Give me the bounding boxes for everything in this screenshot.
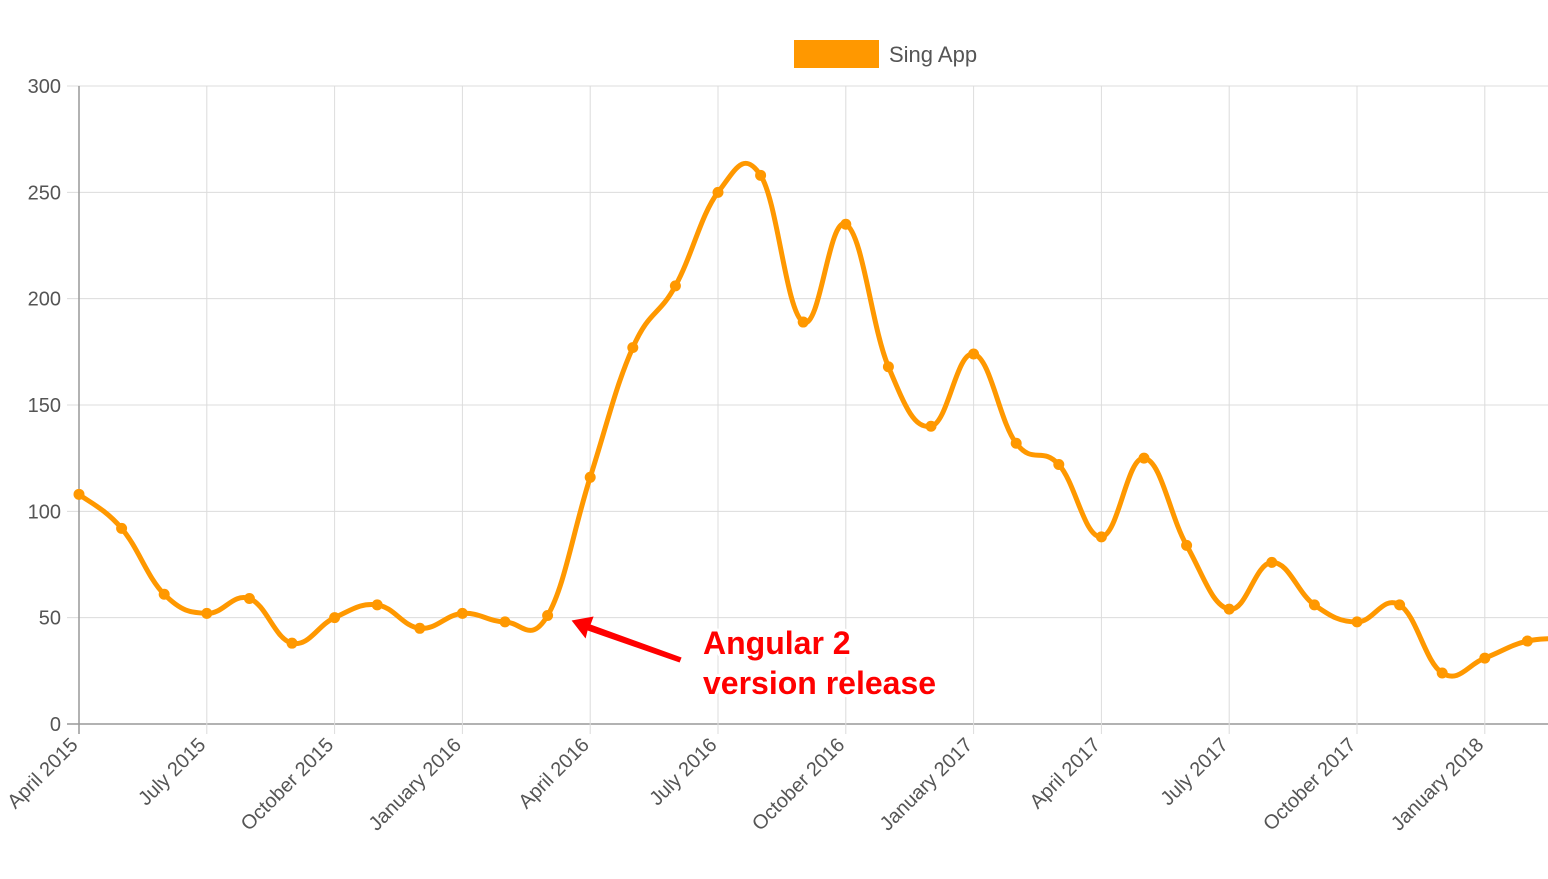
data-point[interactable] bbox=[457, 608, 468, 619]
data-point[interactable] bbox=[1181, 540, 1192, 551]
x-tick-label: January 2017 bbox=[876, 734, 977, 835]
data-point[interactable] bbox=[372, 599, 383, 610]
data-point[interactable] bbox=[798, 317, 809, 328]
data-point[interactable] bbox=[1224, 604, 1235, 615]
y-tick-label: 100 bbox=[28, 501, 61, 523]
y-tick-label: 50 bbox=[39, 608, 61, 630]
data-point[interactable] bbox=[670, 280, 681, 291]
x-tick-label: April 2017 bbox=[1026, 734, 1105, 813]
series-layer bbox=[74, 163, 1548, 678]
data-point[interactable] bbox=[627, 342, 638, 353]
y-tick-label: 0 bbox=[50, 714, 61, 736]
data-point[interactable] bbox=[1011, 438, 1022, 449]
y-tick-label: 150 bbox=[28, 395, 61, 417]
annotation-arrow-icon bbox=[572, 617, 682, 663]
data-point[interactable] bbox=[1309, 599, 1320, 610]
data-point[interactable] bbox=[1437, 667, 1448, 678]
data-point[interactable] bbox=[1522, 636, 1533, 647]
x-tick-label: July 2015 bbox=[134, 734, 210, 810]
data-point[interactable] bbox=[116, 523, 127, 534]
data-point[interactable] bbox=[1053, 459, 1064, 470]
annotation-layer: Angular 2 version release bbox=[572, 617, 936, 701]
legend-swatch[interactable] bbox=[794, 40, 879, 68]
data-point[interactable] bbox=[414, 623, 425, 634]
y-tick-label: 250 bbox=[28, 182, 61, 204]
legend[interactable]: Sing App bbox=[794, 40, 977, 68]
axis-layer: 0 50 100 150 200 250 300 April 2015 July 2015 Oct… bbox=[3, 76, 1488, 835]
data-point[interactable] bbox=[1266, 557, 1277, 568]
data-point[interactable] bbox=[883, 361, 894, 372]
x-tick-label: January 2016 bbox=[365, 734, 466, 835]
data-point[interactable] bbox=[159, 589, 170, 600]
data-point[interactable] bbox=[287, 638, 298, 649]
data-point[interactable] bbox=[585, 472, 596, 483]
data-point[interactable] bbox=[74, 489, 85, 500]
y-tick-label: 300 bbox=[28, 76, 61, 98]
x-tick-label: April 2016 bbox=[514, 734, 593, 813]
data-point[interactable] bbox=[713, 187, 724, 198]
annotation-line-2: version release bbox=[703, 665, 936, 701]
data-point[interactable] bbox=[926, 421, 937, 432]
x-tick-label: October 2016 bbox=[748, 734, 849, 835]
x-tick-label: January 2018 bbox=[1387, 734, 1488, 835]
data-point[interactable] bbox=[500, 616, 511, 627]
annotation-text: Angular 2 version release bbox=[703, 625, 936, 701]
x-tick-label: October 2017 bbox=[1259, 734, 1360, 835]
data-point[interactable] bbox=[1352, 616, 1363, 627]
data-point[interactable] bbox=[755, 170, 766, 181]
data-point[interactable] bbox=[840, 219, 851, 230]
data-point[interactable] bbox=[1096, 531, 1107, 542]
data-point[interactable] bbox=[1394, 599, 1405, 610]
data-point[interactable] bbox=[968, 348, 979, 359]
annotation-line-1: Angular 2 bbox=[703, 625, 851, 661]
legend-label[interactable]: Sing App bbox=[889, 42, 977, 67]
x-tick-label: July 2017 bbox=[1157, 734, 1233, 810]
data-point[interactable] bbox=[1139, 453, 1150, 464]
x-tick-label: October 2015 bbox=[237, 734, 338, 835]
y-tick-label: 200 bbox=[28, 289, 61, 311]
series-line-sing-app bbox=[79, 163, 1548, 676]
data-point[interactable] bbox=[201, 608, 212, 619]
data-point[interactable] bbox=[1479, 653, 1490, 664]
x-tick-label: July 2016 bbox=[645, 734, 721, 810]
data-point[interactable] bbox=[329, 612, 340, 623]
data-point[interactable] bbox=[244, 593, 255, 604]
x-tick-label: April 2015 bbox=[3, 734, 82, 813]
data-point[interactable] bbox=[542, 610, 553, 621]
